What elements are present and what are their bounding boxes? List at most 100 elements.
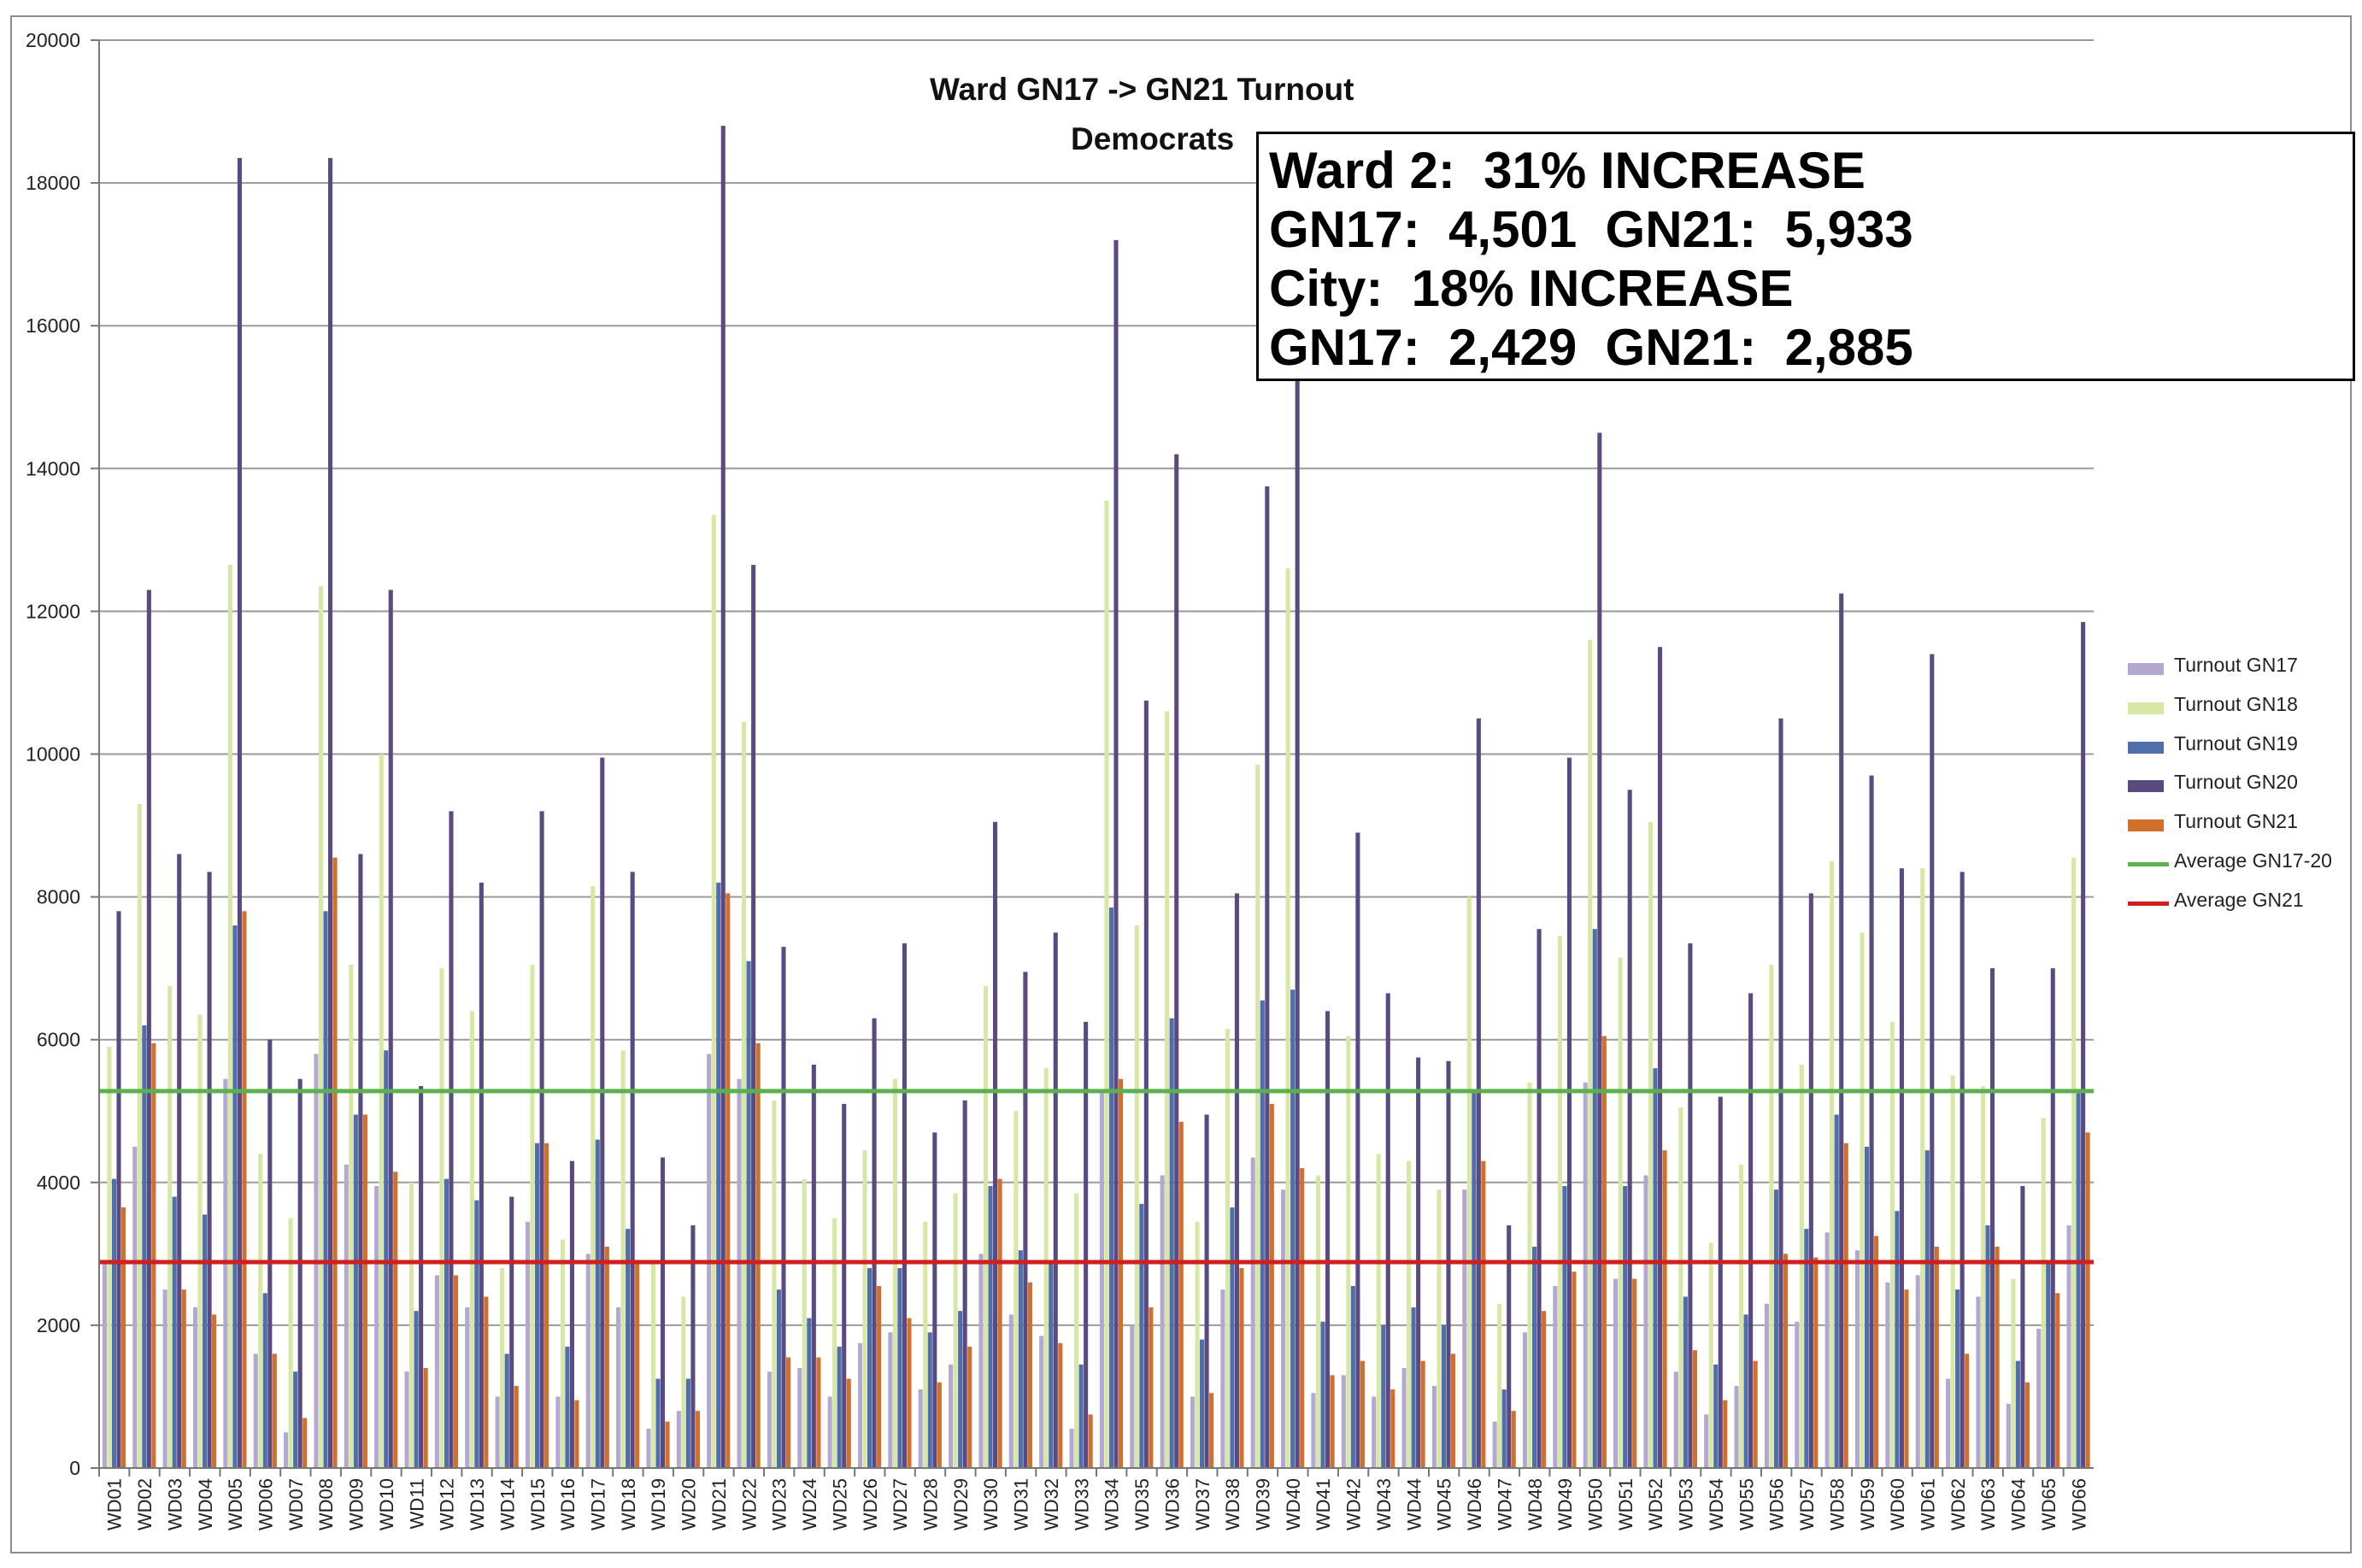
bar-turnout-gn20-wd22 bbox=[751, 565, 756, 1468]
bar-turnout-gn21-wd11 bbox=[423, 1368, 428, 1468]
bar-turnout-gn21-wd61 bbox=[1934, 1246, 1939, 1468]
bar-turnout-gn17-wd17 bbox=[585, 1254, 590, 1468]
x-tick-label: WD23 bbox=[769, 1478, 790, 1530]
bar-turnout-gn19-wd38 bbox=[1230, 1207, 1235, 1468]
x-tick-label: WD52 bbox=[1645, 1478, 1666, 1530]
bar-turnout-gn20-wd53 bbox=[1688, 943, 1693, 1468]
bar-turnout-gn20-wd27 bbox=[902, 943, 907, 1468]
bar-turnout-gn21-wd58 bbox=[1843, 1142, 1848, 1468]
bar-turnout-gn20-wd32 bbox=[1053, 932, 1058, 1468]
bar-turnout-gn19-wd60 bbox=[1895, 1211, 1900, 1468]
bar-turnout-gn21-wd06 bbox=[272, 1354, 277, 1468]
bar-turnout-gn21-wd33 bbox=[1088, 1414, 1093, 1468]
bar-turnout-gn19-wd35 bbox=[1139, 1203, 1144, 1468]
bar-turnout-gn21-wd64 bbox=[2024, 1382, 2030, 1468]
bar-turnout-gn19-wd50 bbox=[1592, 929, 1597, 1468]
bar-turnout-gn18-wd20 bbox=[681, 1296, 686, 1468]
bar-turnout-gn20-wd43 bbox=[1385, 993, 1390, 1468]
bar-turnout-gn19-wd52 bbox=[1653, 1068, 1658, 1468]
bar-turnout-gn21-wd57 bbox=[1813, 1257, 1819, 1468]
bar-turnout-gn17-wd41 bbox=[1311, 1393, 1316, 1468]
y-tick-label: 12000 bbox=[26, 600, 80, 622]
bar-turnout-gn19-wd19 bbox=[655, 1378, 661, 1468]
bar-turnout-gn19-wd42 bbox=[1350, 1285, 1355, 1468]
bar-turnout-gn19-wd39 bbox=[1260, 1000, 1265, 1468]
bar-turnout-gn20-wd31 bbox=[1023, 972, 1028, 1468]
bar-turnout-gn18-wd08 bbox=[318, 586, 324, 1468]
bar-turnout-gn21-wd22 bbox=[755, 1042, 761, 1468]
legend-label-avg-gn17-20: Average GN17-20 bbox=[2174, 849, 2332, 872]
x-tick-label: WD62 bbox=[1948, 1478, 1969, 1530]
bar-turnout-gn21-wd52 bbox=[1662, 1150, 1667, 1468]
x-tick-label: WD01 bbox=[104, 1478, 126, 1530]
bar-turnout-gn20-wd08 bbox=[327, 157, 333, 1468]
bar-turnout-gn19-wd06 bbox=[262, 1293, 267, 1468]
x-tick-label: WD50 bbox=[1585, 1478, 1607, 1530]
x-tick-label: WD19 bbox=[648, 1478, 669, 1530]
x-tick-label: WD65 bbox=[2038, 1478, 2059, 1530]
bar-turnout-gn19-wd03 bbox=[172, 1196, 177, 1468]
bar-turnout-gn19-wd55 bbox=[1743, 1314, 1748, 1468]
bar-turnout-gn17-wd64 bbox=[2006, 1403, 2011, 1468]
x-tick-label: WD44 bbox=[1403, 1478, 1425, 1530]
bar-turnout-gn17-wd47 bbox=[1492, 1421, 1497, 1468]
x-tick-label: WD63 bbox=[1977, 1478, 1999, 1530]
bar-turnout-gn21-wd19 bbox=[665, 1421, 670, 1468]
bar-turnout-gn17-wd46 bbox=[1462, 1189, 1467, 1468]
bar-turnout-gn17-wd48 bbox=[1522, 1332, 1528, 1468]
bar-turnout-gn21-wd30 bbox=[997, 1178, 1002, 1468]
bar-turnout-gn21-wd46 bbox=[1481, 1160, 1486, 1468]
bar-turnout-gn17-wd28 bbox=[918, 1389, 923, 1468]
x-tick-label: WD57 bbox=[1796, 1478, 1818, 1530]
x-tick-label: WD46 bbox=[1464, 1478, 1485, 1530]
bar-turnout-gn17-wd19 bbox=[646, 1429, 651, 1468]
bar-turnout-gn20-wd39 bbox=[1265, 486, 1270, 1468]
bar-turnout-gn19-wd49 bbox=[1562, 1185, 1567, 1468]
bar-turnout-gn20-wd60 bbox=[1899, 868, 1904, 1468]
bar-turnout-gn21-wd48 bbox=[1542, 1311, 1547, 1468]
bar-turnout-gn20-wd25 bbox=[842, 1103, 847, 1468]
x-tick-label: WD42 bbox=[1343, 1478, 1365, 1530]
annotation-line-1: Ward 2: 31% INCREASE bbox=[1269, 142, 1866, 199]
bar-turnout-gn18-wd31 bbox=[1014, 1111, 1019, 1468]
x-tick-labels: WD01 WD02 WD03 WD04 WD05 WD06 WD07 WD08 WD09 WD10… bbox=[104, 1478, 2090, 1530]
bar-turnout-gn18-wd52 bbox=[1648, 821, 1654, 1468]
bar-group bbox=[102, 126, 2090, 1469]
bar-turnout-gn20-wd63 bbox=[1989, 968, 1995, 1468]
bar-turnout-gn20-wd59 bbox=[1869, 775, 1874, 1468]
bar-turnout-gn20-wd41 bbox=[1325, 1011, 1331, 1468]
bar-turnout-gn20-wd33 bbox=[1084, 1021, 1089, 1468]
bar-turnout-gn20-wd16 bbox=[569, 1160, 574, 1468]
bar-turnout-gn20-wd24 bbox=[811, 1064, 816, 1468]
bar-turnout-gn21-wd35 bbox=[1149, 1307, 1154, 1468]
x-tick-label: WD07 bbox=[285, 1478, 307, 1530]
x-tick-label: WD11 bbox=[406, 1478, 427, 1530]
bar-turnout-gn21-wd20 bbox=[695, 1411, 700, 1468]
bar-turnout-gn20-wd09 bbox=[358, 854, 363, 1468]
bar-turnout-gn17-wd51 bbox=[1613, 1278, 1619, 1468]
bar-turnout-gn19-wd51 bbox=[1623, 1185, 1628, 1468]
bar-turnout-gn17-wd30 bbox=[978, 1254, 984, 1468]
x-tick-label: WD26 bbox=[860, 1478, 881, 1530]
bar-turnout-gn19-wd53 bbox=[1683, 1296, 1688, 1468]
bar-turnout-gn21-wd59 bbox=[1874, 1236, 1879, 1468]
y-tick-labels: 0 2000 4000 6000 8000 10000 12000 14000 16000 180… bbox=[26, 29, 80, 1479]
bar-turnout-gn18-wd16 bbox=[560, 1239, 565, 1468]
bar-turnout-gn18-wd40 bbox=[1285, 568, 1290, 1468]
bar-turnout-gn19-wd33 bbox=[1078, 1364, 1084, 1468]
x-tick-label: WD60 bbox=[1887, 1478, 1908, 1530]
bar-turnout-gn18-wd46 bbox=[1466, 896, 1472, 1468]
bar-turnout-gn20-wd11 bbox=[419, 1086, 424, 1468]
bar-turnout-gn19-wd13 bbox=[474, 1200, 479, 1468]
x-tick-label: WD17 bbox=[588, 1478, 609, 1530]
bar-turnout-gn21-wd50 bbox=[1601, 1036, 1607, 1468]
bar-turnout-gn19-wd41 bbox=[1320, 1321, 1325, 1468]
bar-turnout-gn20-wd65 bbox=[2050, 968, 2055, 1468]
bar-turnout-gn20-wd28 bbox=[932, 1132, 937, 1468]
x-tick-label: WD47 bbox=[1494, 1478, 1515, 1530]
bar-turnout-gn18-wd32 bbox=[1043, 1068, 1049, 1468]
bar-turnout-gn19-wd34 bbox=[1108, 907, 1114, 1468]
x-tick-label: WD35 bbox=[1131, 1478, 1153, 1530]
bar-turnout-gn21-wd60 bbox=[1904, 1289, 1909, 1468]
bar-turnout-gn18-wd60 bbox=[1889, 1021, 1895, 1468]
